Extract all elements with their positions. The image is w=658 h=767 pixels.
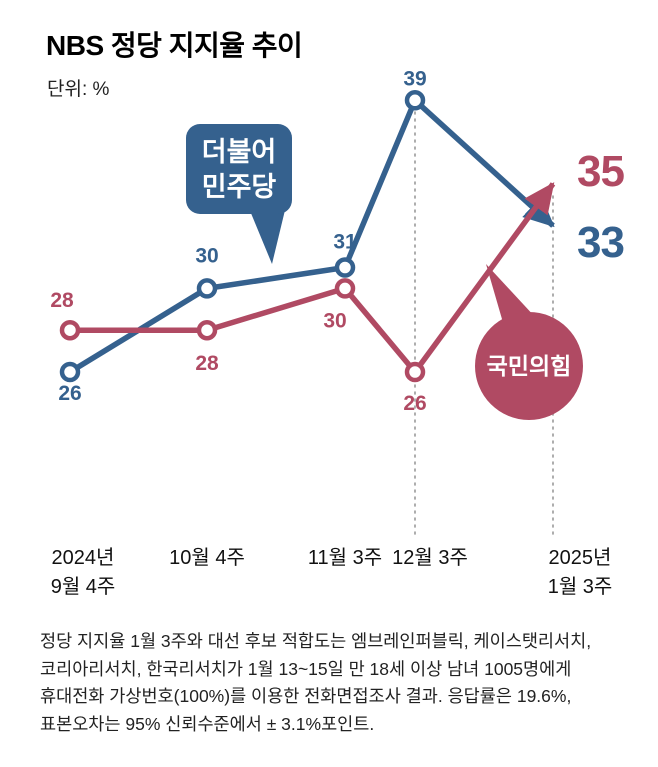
footnote-line: 휴대전화 가상번호(100%)를 이용한 전화면접조사 결과. 응답률은 19.… <box>40 686 572 706</box>
data-point <box>404 90 426 111</box>
series-ppp: 28 28 30 26 35 <box>50 147 625 415</box>
value-label: 28 <box>50 289 74 312</box>
trend-arrow <box>412 182 556 374</box>
x-axis-label: 10월 4주 <box>169 547 245 569</box>
data-point <box>334 257 356 278</box>
data-point <box>334 278 356 299</box>
democratic-party-label-line1: 더불어 <box>202 137 277 167</box>
data-point <box>404 361 426 383</box>
series-layer: 26 30 31 39 33 28 28 30 26 35 <box>50 67 625 415</box>
bubble-tail <box>248 206 286 264</box>
page-title: NBS 정당 지지율 추이 <box>46 30 303 61</box>
ppp-label: 국민의힘 <box>487 353 572 379</box>
value-label: 26 <box>58 382 81 405</box>
value-label: 28 <box>195 352 219 375</box>
value-label: 30 <box>323 309 346 332</box>
value-label: 26 <box>403 392 426 415</box>
final-value-label: 33 <box>577 218 624 267</box>
data-point <box>59 361 81 383</box>
x-axis-label: 2024년 9월 4주 <box>50 547 116 598</box>
footnote-line: 코리아리서치, 한국리서치가 1월 13~15일 만 18세 이상 남녀 100… <box>40 658 572 679</box>
unit-label: 단위: % <box>47 79 110 100</box>
series-line <box>67 285 418 375</box>
data-point <box>196 278 218 299</box>
trend-arrow <box>413 98 555 228</box>
bubble-body <box>186 124 292 214</box>
value-label: 31 <box>333 231 357 254</box>
democratic-party-bubble: 더불어 민주당 <box>186 124 292 264</box>
footnote: 정당 지지율 1월 3주와 대선 후보 적합도는 엠브레인퍼블릭, 케이스탯리서… <box>40 628 630 738</box>
footnote-line: 표본오차는 95% 신뢰수준에서 ± 3.1%포인트. <box>40 713 375 734</box>
value-label: 30 <box>195 244 218 267</box>
line-chart: 26 30 31 39 33 28 28 30 26 35 더불어 민주당 국민의힘 <box>50 67 625 536</box>
x-axis: 2024년 9월 4주 10월 4주 11월 3주 12월 3주 2025년 1월 3주 <box>0 544 658 604</box>
data-point <box>196 319 218 341</box>
democratic-party-label-line2: 민주당 <box>202 172 277 202</box>
value-label: 39 <box>403 67 426 90</box>
bubble-tail <box>486 264 536 326</box>
x-axis-label: 2025년 1월 3주 <box>547 547 613 598</box>
x-axis-label: 12월 3주 <box>392 547 468 569</box>
final-value-label: 35 <box>577 147 624 196</box>
x-axis-label: 11월 3주 <box>307 547 383 569</box>
data-point <box>59 319 81 341</box>
ppp-bubble: 국민의힘 <box>475 264 583 420</box>
bubble-body <box>475 312 583 420</box>
footnote-line: 정당 지지율 1월 3주와 대선 후보 적합도는 엠브레인퍼블릭, 케이스탯리서… <box>40 631 592 651</box>
